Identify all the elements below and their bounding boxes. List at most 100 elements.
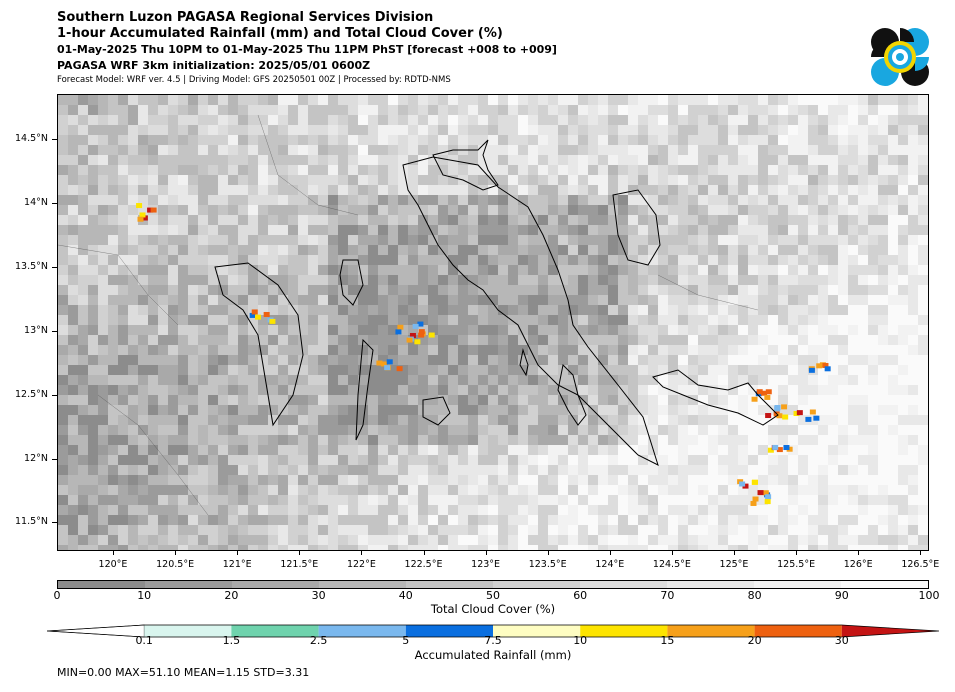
lon-tick-label: 123°E	[471, 559, 501, 570]
rainfall-field	[136, 203, 831, 506]
rain-colorbar-segment	[580, 625, 668, 637]
lon-tick-label: 120°E	[98, 559, 128, 570]
lon-tick-mark	[361, 551, 363, 555]
coastline-bicol	[402, 156, 659, 466]
lon-tick-mark	[858, 551, 860, 555]
coastline-marinduque	[339, 259, 364, 306]
pagasa-logo	[871, 28, 929, 86]
provincial-boundaries	[58, 114, 759, 516]
rain-tick-label: 5	[402, 634, 410, 647]
rain-tick-label: 10	[573, 634, 588, 647]
lat-tick-label: 14.5°N	[14, 133, 48, 144]
lon-tick-label: 123.5°E	[528, 559, 567, 570]
cloud-colorbar-segment	[319, 581, 406, 588]
lat-tick-label: 12.5°N	[14, 389, 48, 400]
rain-tick-label: 30	[834, 634, 849, 647]
lon-tick-mark	[113, 551, 114, 555]
rain-tick-label: 1.5	[222, 634, 241, 647]
map-canvas	[58, 95, 928, 550]
lon-tick-label: 125°E	[719, 559, 749, 570]
cloud-tick-label: 0	[53, 589, 61, 602]
cloud-cover-field	[58, 95, 928, 550]
cloud-colorbar-segment	[145, 581, 232, 588]
cloud-tick-label: 60	[573, 589, 588, 602]
title-initialization: PAGASA WRF 3km initialization: 2025/05/0…	[57, 59, 371, 72]
cloud-tick-label: 20	[224, 589, 239, 602]
lon-tick-mark	[547, 551, 549, 555]
coastline-samar-north	[652, 369, 779, 426]
rain-colorbar-extend-low	[47, 624, 145, 638]
coastline-mindoro	[214, 262, 304, 427]
rainfall-label: Accumulated Rainfall (mm)	[414, 648, 572, 662]
lon-tick-label: 126.5°E	[901, 559, 940, 570]
lon-tick-mark	[920, 551, 922, 555]
coastline-ticao	[519, 348, 529, 377]
coastlines	[214, 139, 779, 466]
cloud-cover-colorbar	[57, 580, 929, 589]
lat-tick-mark	[52, 522, 57, 523]
rain-colorbar-frame	[47, 624, 939, 638]
lon-tick-mark	[175, 551, 177, 555]
rain-colorbar-extend-high	[841, 625, 939, 637]
cloud-tick-label: 100	[918, 589, 940, 602]
rain-tick-label: 2.5	[309, 634, 328, 647]
cloud-colorbar-segment	[493, 581, 580, 588]
cloud-colorbar-segment	[58, 581, 145, 588]
cloud-colorbar-segment	[667, 581, 754, 588]
lon-tick-label: 121°E	[222, 559, 252, 570]
lat-tick-label: 13°N	[24, 325, 48, 336]
lat-tick-mark	[52, 331, 57, 332]
coastline-tablas	[355, 338, 374, 441]
lat-tick-mark	[52, 203, 57, 204]
title-region: Southern Luzon PAGASA Regional Services …	[57, 10, 434, 25]
lon-tick-label: 126°E	[843, 559, 873, 570]
lon-tick-label: 124.5°E	[652, 559, 691, 570]
rain-colorbar-segment	[231, 625, 319, 637]
rain-tick-label: 20	[747, 634, 762, 647]
cloud-colorbar-segment	[232, 581, 319, 588]
lon-tick-mark	[237, 551, 239, 555]
rain-colorbar-segment	[493, 625, 581, 637]
rain-tick-label: 0.1	[135, 634, 153, 647]
lon-tick-label: 120.5°E	[156, 559, 195, 570]
rain-tick-label: 7.5	[484, 634, 502, 647]
lon-tick-mark	[734, 551, 735, 555]
rainfall-colorbar	[47, 624, 939, 638]
lat-tick-label: 13.5°N	[14, 261, 48, 272]
rain-tick-label: 15	[660, 634, 675, 647]
cloud-colorbar-segment	[580, 581, 667, 588]
rain-colorbar-segment	[144, 625, 232, 637]
title-product: 1-hour Accumulated Rainfall (mm) and Tot…	[57, 26, 503, 41]
lon-tick-mark	[423, 551, 425, 555]
lon-tick-label: 122°E	[346, 559, 376, 570]
coastline-catanduanes	[612, 189, 661, 266]
lat-tick-label: 12°N	[24, 453, 48, 464]
title-valid-time: 01-May-2025 Thu 10PM to 01-May-2025 Thu …	[57, 43, 557, 56]
cloud-colorbar-segment	[841, 581, 928, 588]
cloud-tick-label: 10	[137, 589, 152, 602]
cloud-tick-label: 90	[834, 589, 849, 602]
coastline-sibuyan	[422, 396, 451, 426]
lat-tick-mark	[52, 267, 57, 268]
lon-tick-mark	[609, 551, 611, 555]
lat-tick-label: 11.5°N	[14, 516, 48, 527]
lon-tick-mark	[671, 551, 673, 555]
coastline-quezon	[432, 139, 499, 191]
cloud-tick-label: 80	[747, 589, 762, 602]
lon-tick-mark	[796, 551, 798, 555]
cloud-tick-label: 30	[311, 589, 326, 602]
cloud-colorbar-segment	[754, 581, 841, 588]
statistics-readout: MIN=0.00 MAX=51.10 MEAN=1.15 STD=3.31	[57, 666, 310, 679]
lat-tick-mark	[52, 395, 57, 396]
lat-tick-label: 14°N	[24, 197, 48, 208]
rain-colorbar-segment	[318, 625, 406, 637]
lat-tick-mark	[52, 459, 57, 460]
lat-tick-mark	[52, 139, 57, 140]
lon-tick-label: 121.5°E	[280, 559, 319, 570]
cloud-cover-label: Total Cloud Cover (%)	[430, 602, 556, 616]
cloud-tick-label: 50	[486, 589, 500, 602]
cloud-colorbar-segment	[406, 581, 493, 588]
lon-tick-mark	[299, 551, 301, 555]
lon-tick-label: 125.5°E	[777, 559, 816, 570]
lon-tick-label: 124°E	[595, 559, 625, 570]
